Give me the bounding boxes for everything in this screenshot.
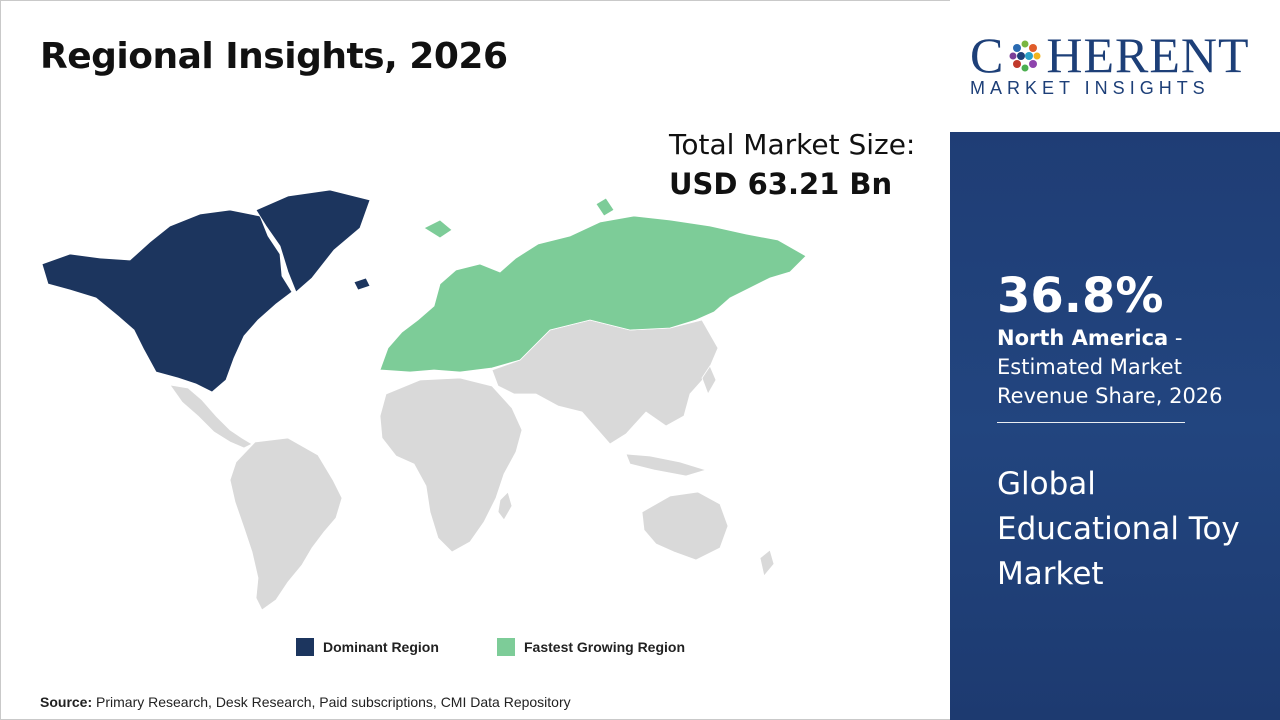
market-size-label: Total Market Size: <box>669 128 916 161</box>
logo-wordmark: C HERENT <box>970 30 1250 80</box>
share-region: North America <box>997 326 1169 350</box>
share-caption: - Estimated Market Revenue Share, 2026 <box>997 326 1223 408</box>
source-label: Source: <box>40 694 93 710</box>
region-greenland <box>255 189 371 293</box>
world-map <box>41 189 807 611</box>
legend-dominant: Dominant Region <box>296 638 439 656</box>
source-text: Primary Research, Desk Research, Paid su… <box>96 694 571 710</box>
legend-swatch-fastest <box>497 638 515 656</box>
share-description: North America - Estimated Market Revenue… <box>997 324 1267 411</box>
highlight-panel: 36.8% North America - Estimated Market R… <box>950 132 1280 720</box>
source-note: Source: Primary Research, Desk Research,… <box>40 694 571 710</box>
region-scandinavia-islands <box>423 219 453 239</box>
logo-subtitle: MARKET INSIGHTS <box>970 78 1210 98</box>
region-central-america <box>169 384 253 449</box>
region-indonesia <box>625 453 708 477</box>
logo-area: C HERENT MARKET INSIGHTS <box>950 0 1280 132</box>
share-percentage: 36.8% <box>997 268 1164 324</box>
region-africa <box>379 377 523 553</box>
region-novaya-zemlya <box>595 197 615 217</box>
region-europe-russia <box>379 215 807 373</box>
region-north-america <box>41 209 293 393</box>
region-australia <box>641 491 729 561</box>
region-madagascar <box>497 491 513 521</box>
legend-swatch-dominant <box>296 638 314 656</box>
slide-title: Regional Insights, 2026 <box>40 36 508 77</box>
logo-letters-rest: HERENT <box>1046 27 1250 83</box>
market-size-block: Total Market Size: USD 63.21 Bn <box>669 128 915 201</box>
legend-fastest: Fastest Growing Region <box>497 638 685 656</box>
globe-logo-icon <box>1007 38 1044 74</box>
legend-label-fastest: Fastest Growing Region <box>524 639 686 655</box>
market-name: Global Educational Toy Market <box>997 466 1240 592</box>
panel-divider <box>997 422 1185 423</box>
market-size-value: USD 63.21 Bn <box>669 167 893 201</box>
region-new-zealand <box>759 549 775 577</box>
region-iceland <box>353 277 371 291</box>
legend-label-dominant: Dominant Region <box>323 639 439 655</box>
region-japan <box>701 365 717 395</box>
region-south-america <box>229 437 343 611</box>
logo-letter-c: C <box>970 27 1005 83</box>
